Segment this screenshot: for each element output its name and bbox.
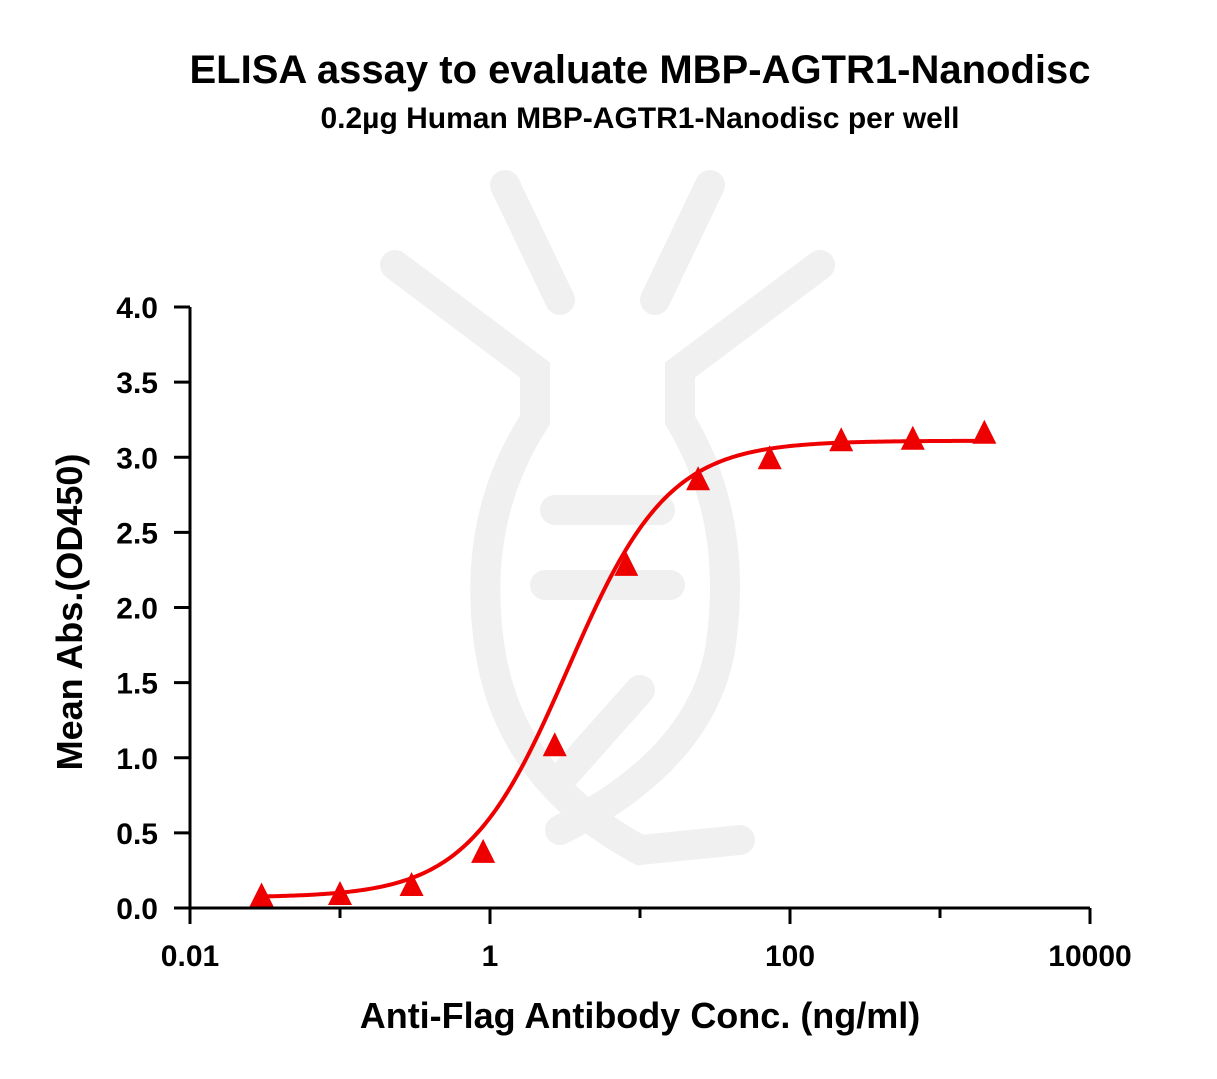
data-point-marker [757, 445, 782, 470]
y-axis: 0.0 0.5 1.0 1.5 2.0 2.5 3.0 3.5 4.0 [116, 292, 192, 926]
y-tick-label: 0.5 [116, 818, 158, 851]
data-point-marker [542, 732, 567, 757]
data-point-marker [614, 551, 639, 576]
x-axis-label: Anti-Flag Antibody Conc. (ng/ml) [360, 995, 921, 1036]
y-tick-label: 3.0 [116, 442, 158, 475]
x-tick-label: 0.01 [161, 940, 219, 973]
y-tick-label: 1.5 [116, 668, 158, 701]
chart-subtitle: 0.2µg Human MBP-AGTR1-Nanodisc per well [320, 102, 959, 135]
fit-curve [261, 438, 985, 899]
y-axis-label: Mean Abs.(OD450) [49, 454, 90, 771]
y-tick-label: 1.0 [116, 743, 158, 776]
x-tick-label: 1 [482, 940, 499, 973]
watermark-logo [380, 170, 835, 866]
data-markers [249, 419, 997, 907]
data-point-marker [829, 427, 854, 452]
data-point-marker [328, 880, 352, 905]
x-axis: 0.01 1 100 10000 [161, 906, 1132, 973]
x-tick-label: 100 [765, 940, 815, 973]
data-point-marker [900, 425, 925, 450]
y-tick-label: 4.0 [116, 292, 158, 325]
y-tick-label: 3.5 [116, 367, 158, 400]
chart-title: ELISA assay to evaluate MBP-AGTR1-Nanodi… [190, 48, 1091, 92]
data-point-marker [686, 466, 711, 491]
data-point-marker [972, 419, 997, 444]
y-tick-label: 0.0 [116, 893, 158, 926]
x-tick-label: 10000 [1048, 940, 1131, 973]
x-ticks: 0.01 1 100 10000 [161, 908, 1132, 973]
y-ticks: 0.0 0.5 1.0 1.5 2.0 2.5 3.0 3.5 4.0 [116, 292, 190, 926]
data-point-marker [249, 882, 274, 907]
y-tick-label: 2.5 [116, 517, 158, 550]
data-point-marker [471, 838, 496, 863]
data-point-marker [399, 871, 424, 896]
y-tick-label: 2.0 [116, 593, 158, 626]
